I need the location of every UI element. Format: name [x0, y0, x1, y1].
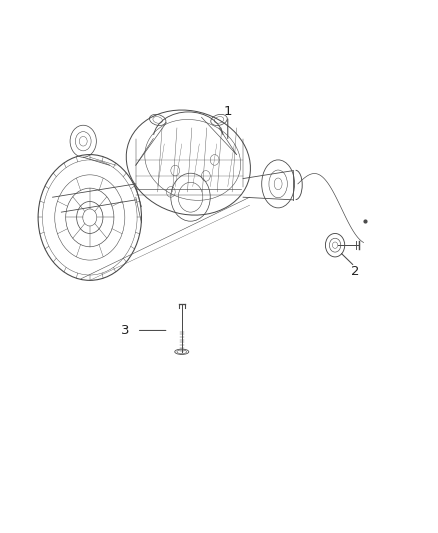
Text: 1: 1 — [223, 106, 232, 118]
Text: 3: 3 — [120, 324, 129, 337]
Text: 2: 2 — [350, 265, 359, 278]
